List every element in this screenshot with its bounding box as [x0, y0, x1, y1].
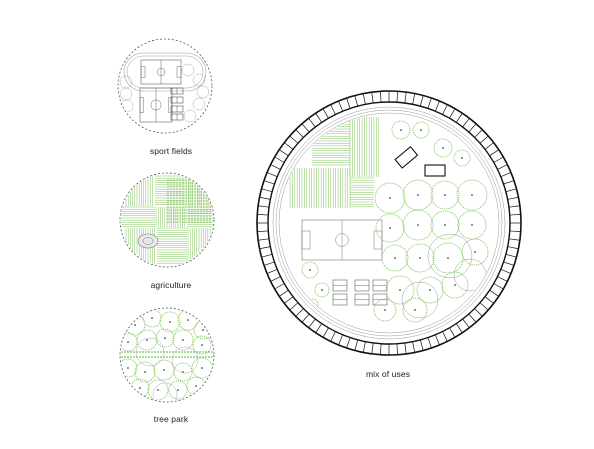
tree-outline: [196, 85, 210, 99]
tennis-court: [332, 293, 348, 306]
tree-symbol: [153, 359, 175, 381]
tree-symbol: [142, 309, 162, 328]
tree-canopy: [385, 275, 415, 305]
tree-symbol: [172, 329, 194, 351]
mix-interior: [289, 116, 489, 323]
tree-symbol: [391, 120, 411, 140]
tree-outline: [192, 73, 206, 87]
crop-strip: [187, 228, 213, 264]
mix-of-uses-plan: [256, 90, 522, 356]
sport-fields-plan: [119, 52, 210, 123]
crop-strip: [349, 117, 380, 177]
tree-symbol: [155, 328, 175, 348]
tree-symbol: [130, 378, 150, 398]
plaza-outline: [401, 281, 439, 319]
caption-tree-park: tree park: [153, 414, 189, 424]
tree-small: [314, 282, 330, 298]
tennis-court: [170, 113, 184, 121]
perimeter-path: [275, 109, 503, 337]
tree-symbol: [168, 380, 188, 400]
tree-symbol: [173, 362, 193, 382]
running-track: [123, 52, 207, 92]
tree-canopy: [402, 179, 434, 211]
tree-canopy: [373, 298, 397, 322]
tennis-court: [354, 279, 370, 292]
tree-canopy: [416, 276, 444, 304]
crop-strip: [155, 175, 183, 205]
crop-strip: [155, 207, 185, 227]
tree-symbol: [134, 361, 156, 383]
lower-sport-field: [139, 87, 173, 123]
tennis-court: [354, 293, 370, 306]
tree-canopy: [441, 271, 469, 299]
tree-symbol: [124, 314, 146, 336]
tennis-court: [372, 279, 388, 292]
tree-symbol: [136, 329, 158, 351]
tree-canopy: [430, 210, 460, 240]
tree-canopy: [402, 297, 428, 323]
tree-outline: [192, 97, 206, 111]
greenhouse-dome: [137, 233, 159, 249]
tree-symbol: [433, 138, 453, 158]
tennis-court: [170, 105, 184, 113]
football-field: [301, 219, 383, 261]
caption-mix-of-uses: mix of uses: [365, 369, 411, 379]
tree-symbol: [121, 358, 138, 378]
tennis-court: [372, 293, 388, 306]
inner-ring: [267, 101, 511, 345]
tree-canopy-outline: [152, 382, 178, 401]
crop-strip: [125, 176, 153, 206]
tree-symbol: [412, 121, 430, 139]
tennis-court: [170, 87, 184, 95]
agriculture-boundary: [119, 172, 215, 268]
greenhouse-dome-inner: [142, 237, 154, 245]
building-rotated: [394, 145, 419, 169]
sport-fields-boundary: [117, 38, 213, 134]
tree-symbol: [177, 309, 199, 331]
tree-outline: [119, 87, 133, 101]
tree-canopy: [374, 182, 406, 214]
tree-canopy: [461, 238, 489, 266]
plaza-outline: [453, 258, 487, 292]
tennis-court: [170, 96, 184, 104]
tree-canopy: [405, 243, 435, 273]
football-field: [140, 59, 182, 85]
tree-outline: [183, 109, 197, 123]
tree-symbol: [147, 379, 169, 401]
tree-outline: [181, 63, 195, 77]
crop-strip: [121, 206, 155, 228]
tree-canopy: [432, 242, 464, 274]
tennis-court: [332, 279, 348, 292]
tree-canopy: [402, 209, 434, 241]
tree-symbol: [193, 320, 213, 340]
caption-agriculture: agriculture: [150, 280, 192, 290]
tree-park-plan: [121, 309, 213, 401]
tree-canopy: [381, 244, 409, 272]
tree-park-boundary: [119, 307, 215, 403]
crop-strip: [350, 177, 374, 208]
tree-canopy: [430, 180, 460, 210]
ring-segments: [257, 91, 521, 355]
crop-strip: [312, 116, 350, 166]
perimeter-path: [278, 112, 500, 334]
caption-sport-fields: sport fields: [149, 146, 193, 156]
tree-symbol: [159, 311, 181, 333]
orchard-grid: [167, 179, 211, 223]
tree-canopy: [456, 179, 488, 211]
perimeter-path: [272, 106, 506, 340]
tree-small: [301, 261, 319, 279]
tree-canopy: [457, 210, 487, 240]
tree-outline: [120, 99, 134, 113]
crop-strip: [157, 227, 187, 264]
crop-strip: [289, 168, 351, 208]
tree-symbol: [453, 149, 471, 167]
tree-canopy-outline: [171, 346, 199, 374]
tree-canopy: [375, 213, 405, 243]
tree-symbol: [192, 335, 212, 355]
building: [424, 164, 446, 177]
plaza-outline: [427, 233, 473, 279]
tree-canopy-outline: [135, 337, 165, 367]
